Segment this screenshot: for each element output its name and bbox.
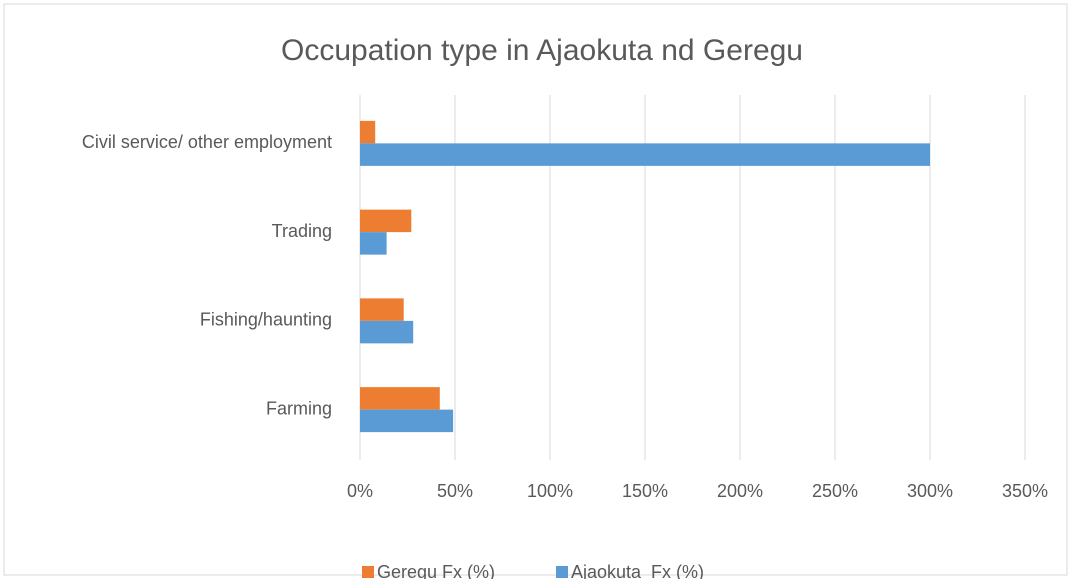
x-tick-label: 50% [437,481,473,501]
x-tick-label: 100% [527,481,573,501]
bar [360,209,412,233]
y-tick-label: Farming [266,398,332,418]
chart-border [3,3,1068,576]
x-tick-label: 150% [622,481,668,501]
y-tick-label: Fishing/haunting [200,310,332,330]
y-tick-label: Trading [272,221,332,241]
x-tick-label: 200% [717,481,763,501]
bar [360,409,454,433]
bar [360,120,376,144]
legend-swatch [556,566,568,578]
legend-label: Geregu Fx (%) [377,562,495,579]
bar [360,143,930,166]
legend-label: Ajaokuta Fx (%) [571,562,704,579]
bar [360,232,387,255]
x-tick-label: 0% [347,481,373,501]
x-tick-label: 350% [1002,481,1048,501]
bar [360,298,404,321]
bar [360,320,414,344]
bar [360,387,440,410]
legend-swatch [362,566,374,578]
x-tick-label: 250% [812,481,858,501]
y-tick-label: Civil service/ other employment [82,132,332,152]
chart-title: Occupation type in Ajaokuta nd Geregu [281,34,803,67]
x-tick-label: 300% [907,481,953,501]
